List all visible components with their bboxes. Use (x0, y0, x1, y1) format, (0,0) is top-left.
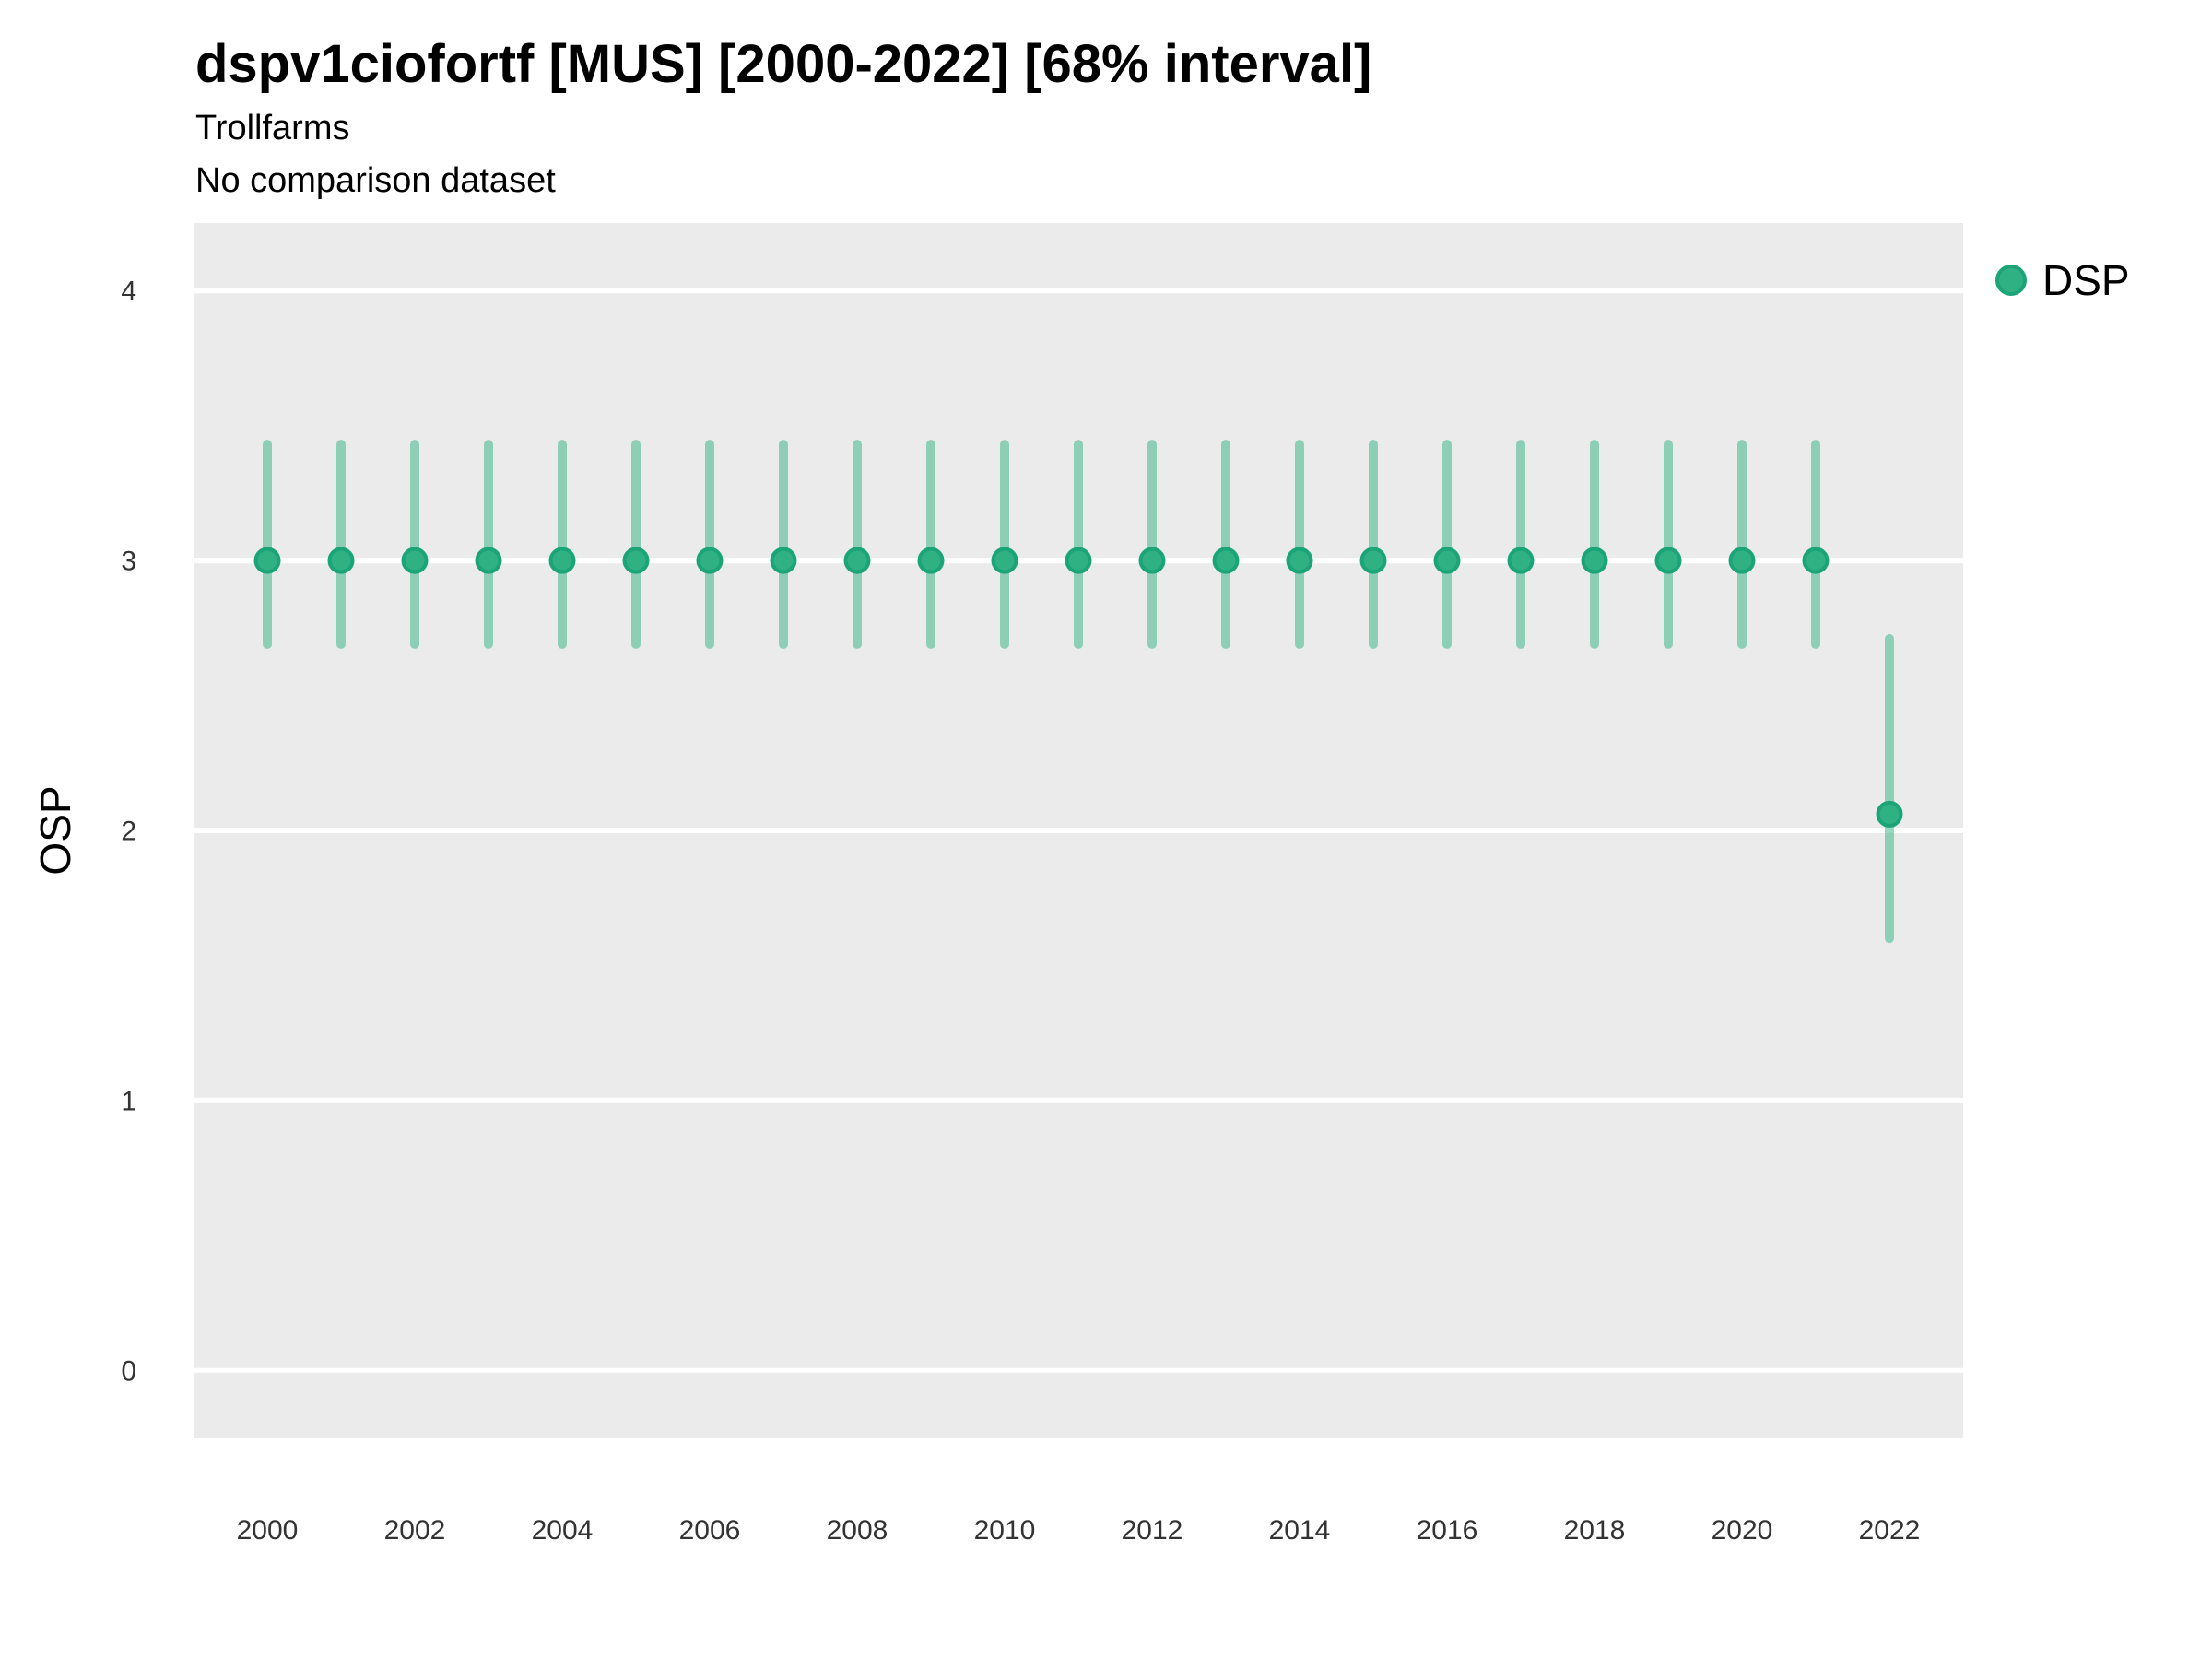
x-tick-label: 2016 (1417, 1515, 1478, 1546)
data-point (1876, 800, 1903, 828)
y-tick-label: 2 (121, 817, 136, 847)
data-point (843, 547, 871, 574)
data-point (253, 547, 281, 574)
data-point (770, 547, 797, 574)
data-point (401, 547, 429, 574)
data-point (1286, 547, 1313, 574)
data-point (1802, 547, 1830, 574)
legend-label-dsp: DSP (2042, 256, 2130, 304)
x-tick-label: 2020 (1712, 1515, 1773, 1546)
data-point (548, 547, 576, 574)
data-point (1654, 547, 1682, 574)
x-tick-label: 2010 (974, 1515, 1036, 1546)
chart-title: dspv1ciofortf [MUS] [2000-2022] [68% int… (195, 34, 1372, 94)
y-tick-label: 1 (121, 1086, 136, 1116)
data-point (1433, 547, 1461, 574)
data-point (622, 547, 650, 574)
data-point (696, 547, 724, 574)
data-point (1728, 547, 1756, 574)
data-point (1212, 547, 1240, 574)
x-tick-label: 2008 (827, 1515, 888, 1546)
x-tick-label: 2014 (1269, 1515, 1331, 1546)
y-tick-label: 4 (121, 276, 136, 307)
x-tick-label: 2006 (679, 1515, 741, 1546)
x-tick-label: 2004 (532, 1515, 594, 1546)
x-tick-label: 2018 (1564, 1515, 1626, 1546)
x-tick-label: 2012 (1122, 1515, 1183, 1546)
y-tick-label: 3 (121, 547, 136, 577)
data-point (1138, 547, 1166, 574)
x-tick-label: 2002 (384, 1515, 446, 1546)
legend: DSP (1995, 259, 2130, 301)
data-point (991, 547, 1018, 574)
data-point (1359, 547, 1387, 574)
data-point (327, 547, 355, 574)
y-axis-title: OSP (31, 785, 79, 876)
comparison-note: No comparison dataset (195, 160, 556, 200)
x-tick-label: 2000 (237, 1515, 299, 1546)
x-tick-label: 2022 (1859, 1515, 1921, 1546)
legend-dot-dsp (1995, 265, 2027, 296)
data-point (1507, 547, 1535, 574)
data-point (475, 547, 502, 574)
chart-subtitle: Trollfarms (195, 108, 350, 147)
data-point (1581, 547, 1608, 574)
data-point (1065, 547, 1092, 574)
y-tick-label: 0 (121, 1356, 136, 1386)
data-point (917, 547, 945, 574)
chart-header: dspv1ciofortf [MUS] [2000-2022] [68% int… (195, 34, 1372, 207)
